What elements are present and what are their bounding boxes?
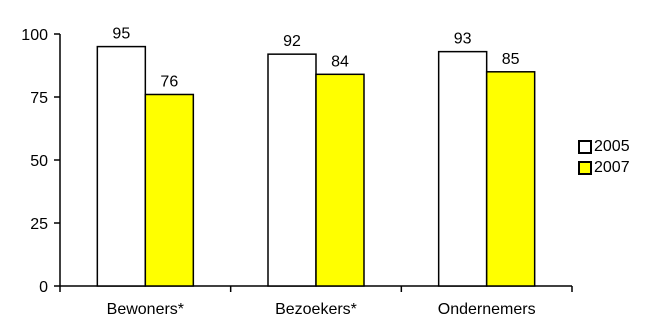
bar-2005-bezoekers: [267, 53, 317, 287]
legend-label-2007: 2007: [594, 158, 630, 176]
y-tick-label: 25: [30, 216, 48, 233]
legend-swatch-2005: [578, 139, 592, 154]
chart-legend: 2005 2007: [578, 136, 664, 178]
bar-2007-bezoekers: [315, 73, 365, 287]
legend-item-2007: 2007: [578, 157, 664, 178]
data-label: 84: [331, 53, 349, 70]
x-category-label: Bezoekers*: [275, 301, 357, 318]
data-label: 85: [502, 51, 520, 68]
y-tick-label: 50: [30, 153, 48, 170]
x-category-label: Ondernemers: [438, 301, 536, 318]
bar-2007-bewoners: [144, 93, 195, 287]
legend-item-2005: 2005: [578, 136, 664, 157]
y-tick-label: 0: [39, 279, 48, 296]
data-label: 93: [454, 31, 472, 48]
legend-swatch-2007: [578, 160, 592, 175]
data-label: 76: [160, 73, 178, 90]
bar-2005-ondernemers: [437, 50, 488, 287]
bar-2007-ondernemers: [485, 71, 536, 287]
data-label: 95: [112, 26, 130, 43]
y-tick-label: 100: [21, 27, 48, 44]
data-label: 92: [283, 33, 301, 50]
legend-label-2005: 2005: [594, 137, 630, 155]
bar-2005-bewoners: [96, 45, 147, 287]
x-category-label: Bewoners*: [107, 301, 184, 318]
y-tick-label: 75: [30, 90, 48, 107]
